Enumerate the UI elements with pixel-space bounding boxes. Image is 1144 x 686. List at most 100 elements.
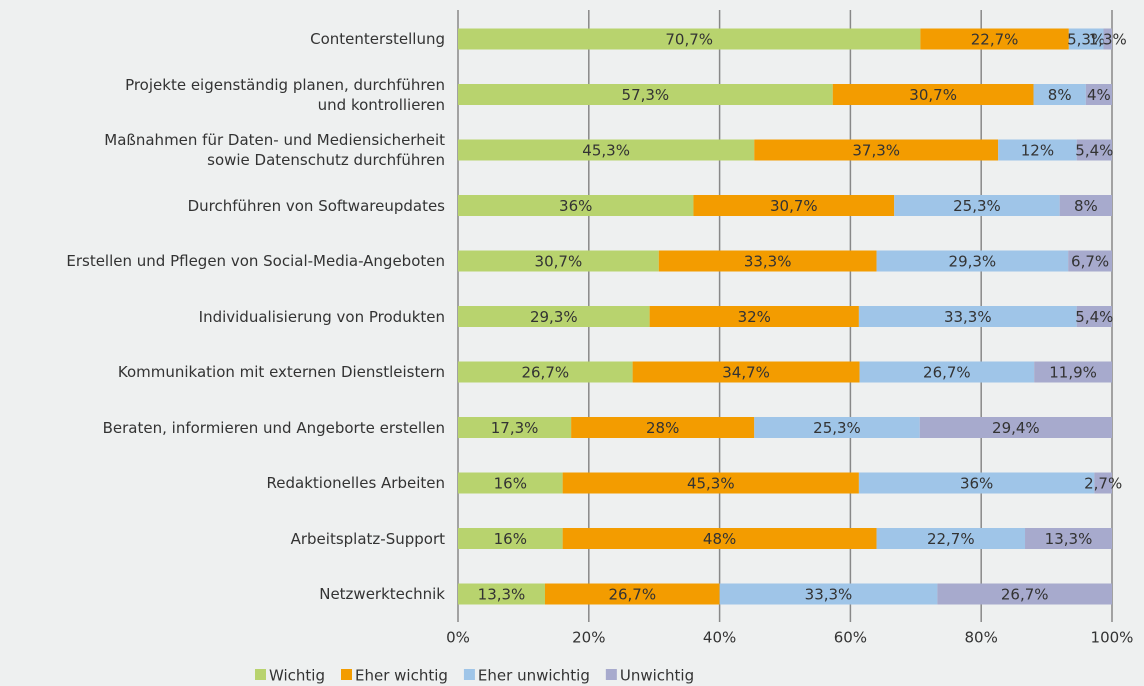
value-label: 29,3% [949, 253, 997, 271]
category-label: Arbeitsplatz-Support [290, 529, 445, 548]
category-label: Beraten, informieren und Angeborte erste… [102, 418, 445, 437]
x-tick-label: 20% [572, 629, 605, 647]
bar-segment [832, 84, 1034, 105]
value-label: 8% [1048, 86, 1072, 104]
category-label: Kommunikation mit externen Dienstleister… [117, 363, 445, 381]
value-label: 33,3% [805, 586, 853, 604]
bar-segment [458, 139, 755, 161]
category-label: Netzwerktechnik [319, 585, 445, 603]
legend-swatch [341, 669, 352, 680]
bar-segment [571, 417, 755, 438]
category-label: Redaktionelles Arbeiten [266, 474, 445, 492]
value-label: 29,4% [992, 419, 1040, 437]
bar-segment [458, 250, 659, 272]
value-label: 45,3% [582, 142, 630, 160]
bar-segment [1076, 306, 1112, 327]
legend-label: Unwichtig [620, 667, 694, 685]
bar-segment [658, 250, 877, 272]
value-label: 70,7% [665, 31, 713, 49]
value-label: 4% [1087, 86, 1111, 104]
bar-segment [562, 528, 877, 549]
bar-segment [876, 250, 1069, 272]
legend-label: Wichtig [269, 667, 325, 685]
legend-swatch [255, 669, 266, 680]
legend-swatch [463, 669, 475, 680]
value-label: 22,7% [971, 31, 1019, 49]
value-label: 30,7% [770, 197, 818, 215]
value-label: 30,7% [535, 253, 583, 271]
value-label: 16% [494, 530, 527, 548]
value-label: 36% [960, 475, 993, 493]
bar-segment [458, 472, 563, 494]
bar-segment [693, 195, 895, 216]
bar-segment [458, 306, 650, 327]
bar-segment [1094, 472, 1112, 494]
category-label: Erstellen und Pflegen von Social-Media-A… [66, 252, 445, 270]
x-tick-label: 60% [834, 629, 867, 647]
value-label: 5,4% [1075, 308, 1113, 326]
value-label: 12% [1021, 142, 1054, 160]
bar-segment [458, 583, 545, 605]
x-tick-label: 100% [1091, 629, 1134, 647]
bar-segment [859, 361, 1035, 383]
bar-segment [919, 417, 1112, 438]
value-label: 16% [494, 475, 527, 493]
category-label: Durchführen von Softwareupdates [187, 196, 445, 215]
bar-segment [458, 417, 572, 438]
bar-segment [458, 28, 921, 50]
bar-segment [544, 583, 720, 605]
x-tick-label: 40% [703, 629, 736, 647]
bar-segment [458, 361, 633, 383]
value-label: 30,7% [909, 86, 957, 104]
value-label: 2,7% [1084, 475, 1122, 493]
bar-segment [1076, 139, 1112, 161]
value-label: 37,3% [852, 142, 900, 160]
legend-swatch [605, 669, 617, 680]
bar-segment [894, 195, 1060, 216]
bar-segment [754, 139, 999, 161]
value-label: 25,3% [813, 419, 861, 437]
bar-segment [1103, 28, 1112, 50]
bar-segment [1025, 528, 1112, 549]
x-tick-label: 80% [965, 629, 998, 647]
value-label: 8% [1074, 197, 1098, 215]
bar-segment [858, 306, 1077, 327]
category-label: Contenterstellung [310, 30, 445, 48]
value-label: 29,3% [530, 308, 578, 326]
category-label: Individualisierung von Produkten [198, 307, 445, 326]
value-label: 5,4% [1075, 142, 1113, 160]
value-label: 33,3% [944, 308, 992, 326]
value-label: 26,7% [521, 364, 569, 382]
value-label: 1,3% [1089, 31, 1127, 49]
bar-segment [458, 84, 833, 105]
bar-segment [649, 306, 859, 327]
value-label: 6,7% [1071, 253, 1109, 271]
bar-segment [920, 28, 1069, 50]
legend-label: Eher unwichtig [478, 667, 590, 685]
bar-segment [1068, 250, 1112, 272]
value-label: 11,9% [1049, 364, 1097, 382]
legend-label: Eher wichtig [355, 667, 448, 685]
bar-segment [937, 583, 1112, 605]
value-label: 36% [559, 197, 592, 215]
value-label: 57,3% [622, 86, 670, 104]
value-label: 13,3% [478, 586, 526, 604]
category-label: Projekte eigenständig planen, durchführe… [125, 75, 445, 114]
value-label: 25,3% [953, 197, 1001, 215]
bar-segment [632, 361, 860, 383]
bar-segment [1068, 28, 1104, 50]
bar-segment [1034, 361, 1112, 383]
value-label: 17,3% [491, 419, 539, 437]
value-label: 13,3% [1045, 530, 1093, 548]
value-label: 34,7% [722, 364, 770, 382]
bar-segment [876, 528, 1026, 549]
value-label: 22,7% [927, 530, 975, 548]
value-label: 26,7% [923, 364, 971, 382]
bar-segment [1059, 195, 1112, 216]
value-label: 33,3% [744, 253, 792, 271]
bar-segment [562, 472, 859, 494]
bar-segment [858, 472, 1095, 494]
value-label: 32% [738, 308, 771, 326]
value-label: 48% [703, 530, 736, 548]
